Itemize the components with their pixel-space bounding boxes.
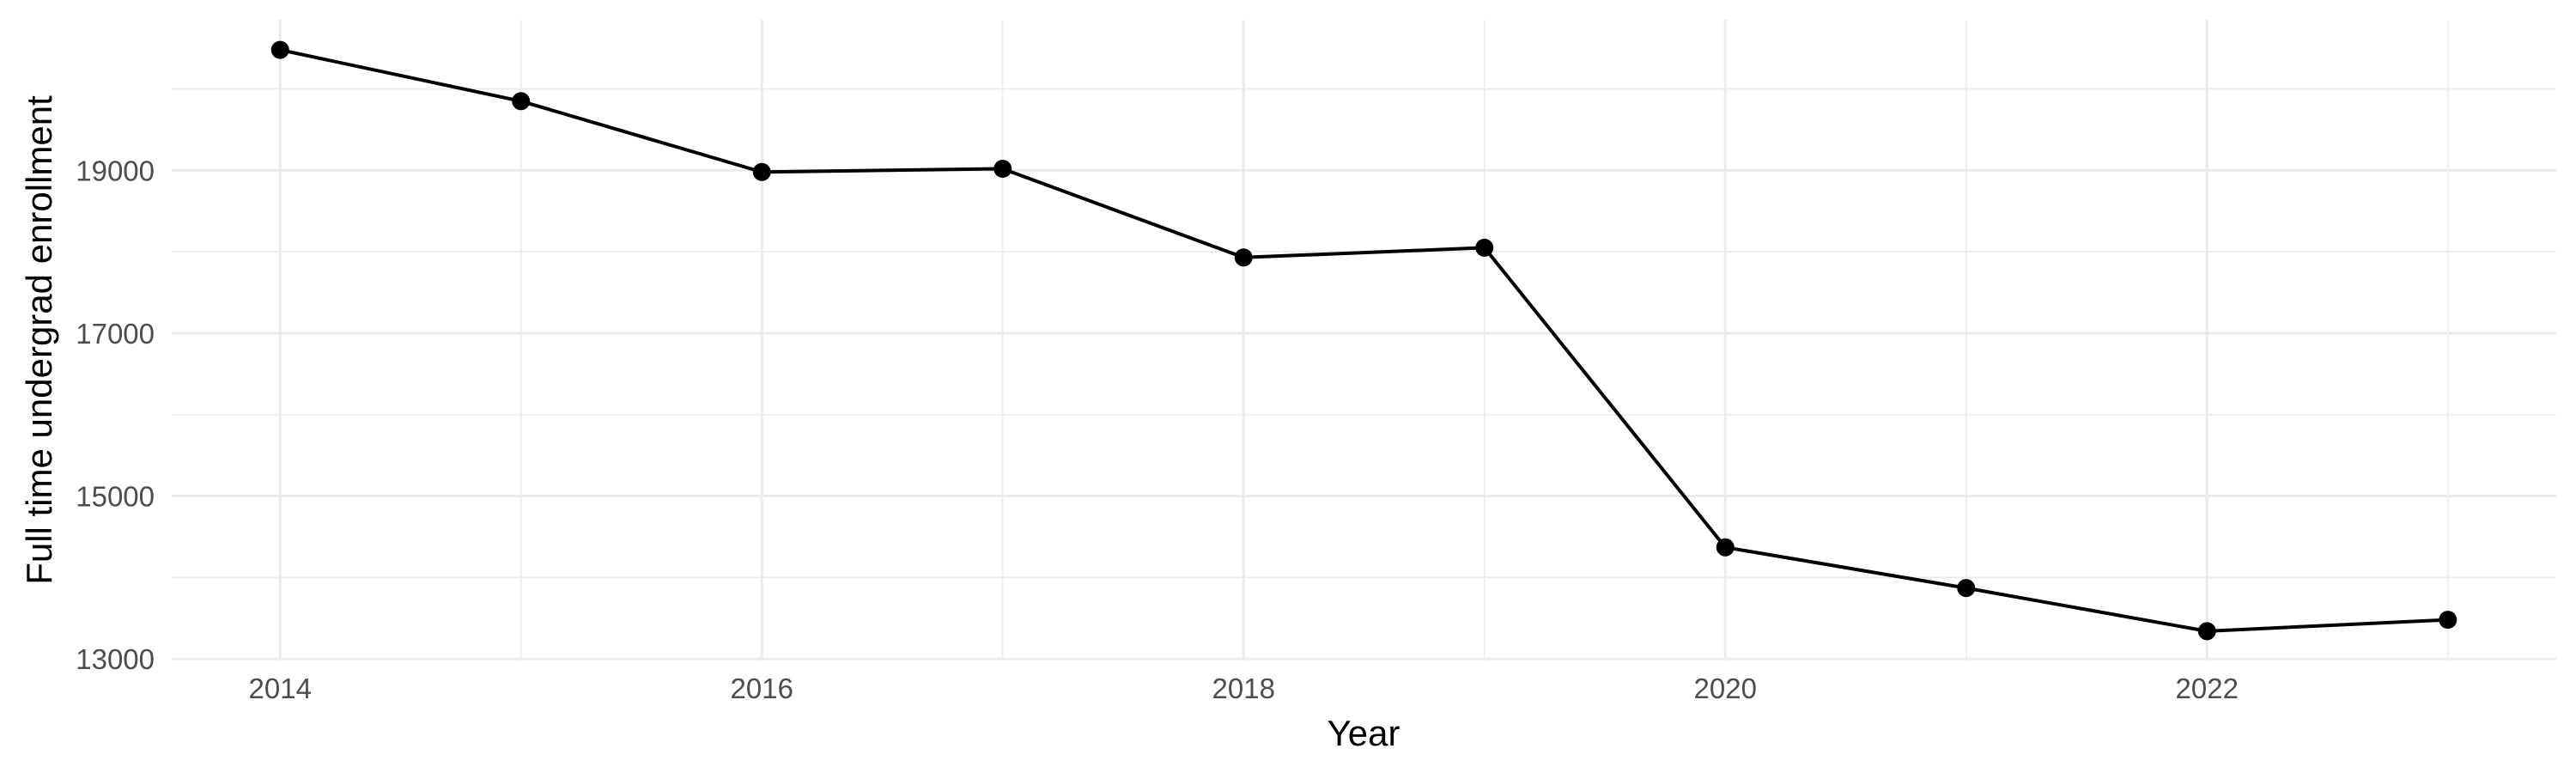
y-tick-label: 15000	[76, 481, 155, 513]
y-axis-tick-labels: 13000 15000 17000 19000	[76, 155, 155, 675]
x-tick-label: 2016	[731, 673, 793, 704]
x-tick-label: 2022	[2176, 673, 2239, 704]
data-point	[1957, 579, 1976, 598]
x-axis-tick-labels: 2014 2016 2018 2020 2022	[249, 673, 2239, 704]
x-tick-label: 2014	[249, 673, 312, 704]
data-point	[2439, 611, 2458, 630]
grid-minor-lines	[172, 20, 2556, 660]
x-tick-label: 2020	[1694, 673, 1757, 704]
data-point	[1475, 238, 1494, 257]
y-tick-label: 17000	[76, 318, 155, 350]
plot-panel	[270, 40, 2458, 641]
data-point	[993, 159, 1012, 178]
x-tick-label: 2018	[1212, 673, 1275, 704]
data-point	[1234, 248, 1253, 267]
grid-major-lines	[172, 20, 2556, 660]
data-point	[752, 162, 771, 181]
x-axis-title: Year	[1327, 713, 1400, 753]
y-tick-label: 19000	[76, 155, 155, 186]
y-tick-label: 13000	[76, 643, 155, 675]
data-point	[2197, 622, 2216, 641]
data-point	[270, 40, 289, 59]
data-point	[1716, 538, 1735, 557]
data-point	[512, 92, 531, 111]
y-axis-title: Full time undergrad enrollment	[19, 95, 59, 585]
series-line	[279, 48, 2448, 633]
